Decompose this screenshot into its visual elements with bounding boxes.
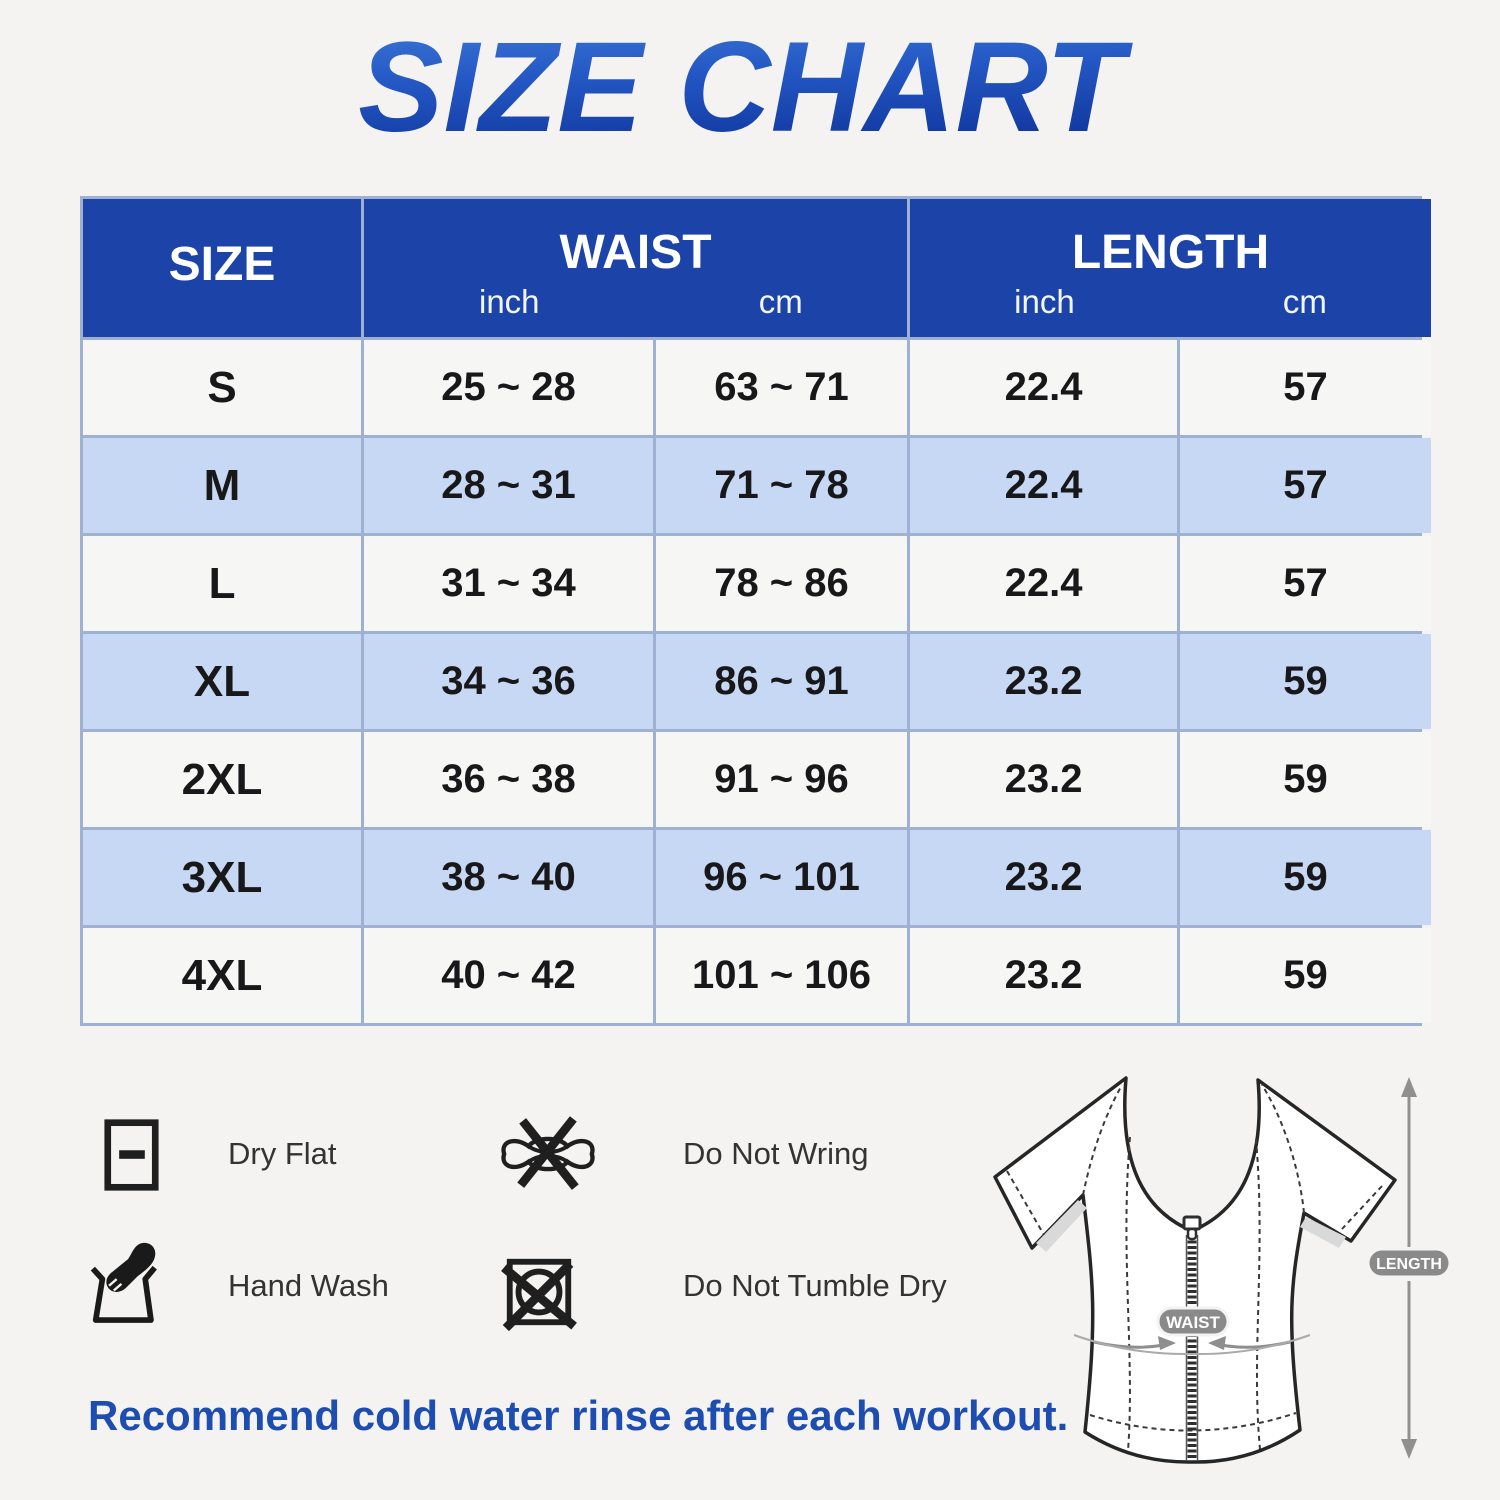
table-cell: 22.4 xyxy=(910,438,1178,533)
header-length-cm: cm xyxy=(1282,283,1327,320)
header-waist: WAIST inch cm xyxy=(364,199,908,337)
length-badge-label: LENGTH xyxy=(1376,1256,1442,1273)
header-length-inch: inch xyxy=(1014,283,1075,320)
header-size-label: SIZE xyxy=(168,238,276,291)
table-cell: 86 ~ 91 xyxy=(655,634,908,729)
table-cell: 38 ~ 40 xyxy=(364,830,653,925)
table-row-size: S xyxy=(83,340,362,435)
table-row-size: M xyxy=(83,438,362,533)
table-cell: 59 xyxy=(1180,634,1431,729)
garment-diagram: WAIST LENGTH xyxy=(970,1055,1460,1500)
care-label: Do Not Wring xyxy=(683,1136,869,1171)
table-cell: 71 ~ 78 xyxy=(655,438,908,533)
table-cell: 78 ~ 86 xyxy=(655,536,908,631)
table-cell: 23.2 xyxy=(910,634,1178,729)
header-waist-cm: cm xyxy=(758,283,803,320)
waist-measure-arrow xyxy=(1073,1334,1311,1356)
length-badge xyxy=(1366,1247,1452,1279)
table-row-size: L xyxy=(83,536,362,631)
table-cell: 34 ~ 36 xyxy=(364,634,653,729)
table-row-size: 2XL xyxy=(83,732,362,827)
table-cell: 57 xyxy=(1180,340,1431,435)
table-cell: 31 ~ 34 xyxy=(364,536,653,631)
table-cell: 22.4 xyxy=(910,536,1178,631)
table-cell: 91 ~ 96 xyxy=(655,732,908,827)
header-length: LENGTH inch cm xyxy=(910,199,1431,337)
page-title: SIZE CHART xyxy=(358,14,1142,161)
footer-note: Recommend cold water rinse after each wo… xyxy=(88,1392,1069,1439)
hand-wash-icon xyxy=(90,1238,170,1329)
care-label: Hand Wash xyxy=(228,1268,389,1303)
waist-badge xyxy=(1156,1306,1230,1337)
table-cell: 28 ~ 31 xyxy=(364,438,653,533)
table-cell: 23.2 xyxy=(910,732,1178,827)
page-title-wrap: SIZE CHART xyxy=(0,14,1500,161)
header-length-label: LENGTH xyxy=(1071,226,1270,279)
table-cell: 59 xyxy=(1180,830,1431,925)
care-label: Dry Flat xyxy=(228,1136,337,1171)
table-cell: 96 ~ 101 xyxy=(655,830,908,925)
header-waist-label: WAIST xyxy=(559,226,712,279)
dry-flat-icon xyxy=(103,1116,160,1199)
table-row-size: 4XL xyxy=(83,928,362,1023)
table-cell: 101 ~ 106 xyxy=(655,928,908,1023)
table-cell: 36 ~ 38 xyxy=(364,732,653,827)
table-cell: 57 xyxy=(1180,536,1431,631)
waist-badge-label: WAIST xyxy=(1166,1313,1220,1332)
length-measure-arrow xyxy=(1401,1077,1417,1459)
header-waist-inch: inch xyxy=(478,283,540,320)
table-cell: 23.2 xyxy=(910,928,1178,1023)
table-row-size: 3XL xyxy=(83,830,362,925)
table-cell: 57 xyxy=(1180,438,1431,533)
header-size: SIZE xyxy=(83,199,362,337)
care-label: Do Not Tumble Dry xyxy=(683,1268,947,1303)
table-row-size: XL xyxy=(83,634,362,729)
do-not-wring-icon xyxy=(498,1116,598,1197)
table-cell: 40 ~ 42 xyxy=(364,928,653,1023)
table-cell: 59 xyxy=(1180,732,1431,827)
table-cell: 22.4 xyxy=(910,340,1178,435)
table-cell: 25 ~ 28 xyxy=(364,340,653,435)
table-cell: 23.2 xyxy=(910,830,1178,925)
size-table: SIZE WAIST inch cm LENGTH inch cm S 25 ~… xyxy=(80,196,1431,1026)
do-not-tumble-dry-icon xyxy=(500,1252,578,1337)
table-cell: 59 xyxy=(1180,928,1431,1023)
table-cell: 63 ~ 71 xyxy=(655,340,908,435)
